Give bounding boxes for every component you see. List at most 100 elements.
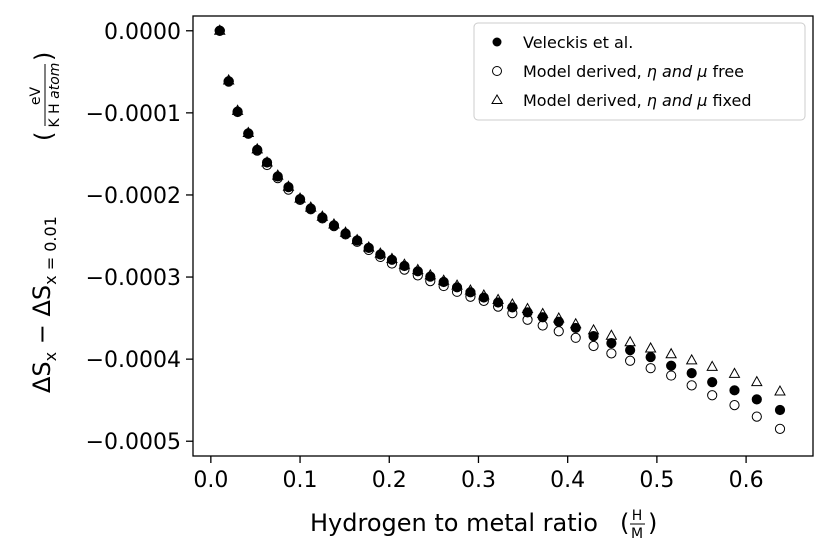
y-unit-denom-italic: atom <box>47 63 63 99</box>
x-axis-label-paren-close: ) <box>648 509 657 537</box>
point-veleckis <box>272 171 283 182</box>
point-veleckis <box>522 307 533 318</box>
y-tick-label: 0.0000 <box>104 20 181 45</box>
legend-marker-filled-circle <box>492 37 502 47</box>
point-veleckis <box>232 106 243 117</box>
point-model-fixed <box>685 353 698 365</box>
point-model-free <box>625 355 636 366</box>
point-model-free <box>751 411 762 422</box>
point-model-free <box>553 326 564 337</box>
plot-frame <box>192 15 814 457</box>
legend-label-free: Model derived, η and μ free <box>523 62 744 81</box>
y-axis-unit-numerator: eV <box>28 86 44 105</box>
legend-marker-open-circle <box>492 66 502 76</box>
legend-marker-open-triangle <box>491 94 503 104</box>
legend-label-veleckis: Veleckis et al. <box>523 33 633 52</box>
x-tick-label: 0.6 <box>729 468 764 493</box>
point-model-fixed <box>644 341 657 353</box>
x-tick-label: 0.5 <box>639 468 674 493</box>
point-veleckis <box>553 316 564 327</box>
y-axis-label: ΔSx − ΔSx = 0.01 ( eV K H atom ) <box>28 52 63 393</box>
point-veleckis <box>507 302 518 313</box>
point-model-free <box>588 340 599 352</box>
x-axis-ticks: 0.0 0.1 0.2 0.3 0.4 0.5 0.6 <box>193 456 764 493</box>
point-model-free <box>729 400 740 411</box>
legend-fixed-italic: η and μ <box>647 91 708 110</box>
point-veleckis <box>537 312 548 323</box>
point-veleckis <box>305 203 316 214</box>
x-axis-fraction-numerator: H <box>632 508 643 524</box>
y-axis-unit-paren-open: ( <box>30 132 58 141</box>
x-axis-label: Hydrogen to metal ratio ( H M ) <box>310 508 657 542</box>
point-veleckis <box>666 360 677 371</box>
x-tick-label: 0.2 <box>372 468 407 493</box>
point-veleckis <box>386 254 398 265</box>
point-veleckis <box>243 128 254 139</box>
x-axis-fraction-denominator: M <box>631 526 643 542</box>
y-tick-label: −0.0005 <box>86 430 181 455</box>
point-veleckis <box>751 394 762 405</box>
y-tick-label: −0.0001 <box>86 102 181 127</box>
point-model-free <box>606 348 617 359</box>
y-tick-label: −0.0004 <box>86 348 181 373</box>
y-axis-label-text: ΔSx − ΔSx = 0.01 <box>28 216 60 393</box>
legend-label-fixed: Model derived, η and μ fixed <box>523 91 752 110</box>
y-label-sub-x-eq: x = 0.01 <box>41 216 60 285</box>
point-veleckis <box>774 404 786 416</box>
point-model-fixed <box>750 375 763 387</box>
point-model-free <box>686 380 697 391</box>
point-model-fixed <box>665 347 678 359</box>
point-veleckis <box>294 193 306 205</box>
point-veleckis <box>707 377 718 388</box>
point-veleckis <box>645 351 656 363</box>
y-label-delta-s-1: ΔS <box>28 361 56 393</box>
point-veleckis <box>261 157 273 168</box>
point-veleckis <box>363 242 374 254</box>
point-veleckis <box>283 182 294 193</box>
point-veleckis <box>625 345 636 356</box>
legend-free-prefix: Model derived, <box>523 62 647 81</box>
point-veleckis <box>465 287 476 298</box>
point-veleckis <box>451 282 463 293</box>
point-model-fixed <box>706 360 719 371</box>
point-veleckis <box>214 25 225 36</box>
x-tick-label: 0.4 <box>550 468 585 493</box>
point-model-free <box>774 423 786 435</box>
y-axis-unit-denominator: K H atom <box>47 63 63 128</box>
legend-free-italic: η and μ <box>647 62 708 81</box>
legend: Veleckis et al. Model derived, η and μ f… <box>473 22 806 121</box>
point-veleckis <box>606 338 617 349</box>
x-tick-label: 0.1 <box>283 468 318 493</box>
point-model-free <box>570 332 581 343</box>
point-veleckis <box>492 297 504 308</box>
point-veleckis <box>686 367 697 379</box>
legend-box <box>473 22 806 121</box>
y-unit-denom-upright: K H <box>47 99 63 128</box>
x-axis-label-paren-open: ( <box>620 509 629 537</box>
legend-fixed-prefix: Model derived, <box>523 91 647 110</box>
y-tick-label: −0.0003 <box>86 266 181 291</box>
point-veleckis <box>478 292 489 303</box>
legend-free-suffix: free <box>707 62 744 81</box>
point-model-fixed <box>728 367 741 378</box>
x-axis-label-text: Hydrogen to metal ratio <box>310 509 598 537</box>
point-veleckis <box>588 331 599 342</box>
point-veleckis <box>317 212 328 223</box>
point-veleckis <box>412 266 423 277</box>
point-model-free <box>707 390 718 401</box>
point-veleckis <box>252 144 263 155</box>
point-veleckis <box>399 260 410 272</box>
point-veleckis <box>328 220 340 231</box>
y-label-delta-s-2: ΔS <box>28 285 56 317</box>
point-model-free <box>645 363 656 374</box>
y-axis-ticks: 0.0000 −0.0001 −0.0002 −0.0003 −0.0004 −0.000… <box>86 20 193 455</box>
data-points <box>213 24 786 435</box>
point-veleckis <box>438 276 449 288</box>
y-axis-unit-paren-close: ) <box>30 52 58 61</box>
point-veleckis <box>340 228 351 239</box>
point-veleckis <box>375 249 386 260</box>
point-model-fixed <box>774 385 786 396</box>
x-tick-label: 0.3 <box>461 468 496 493</box>
y-label-minus: − <box>28 317 56 352</box>
